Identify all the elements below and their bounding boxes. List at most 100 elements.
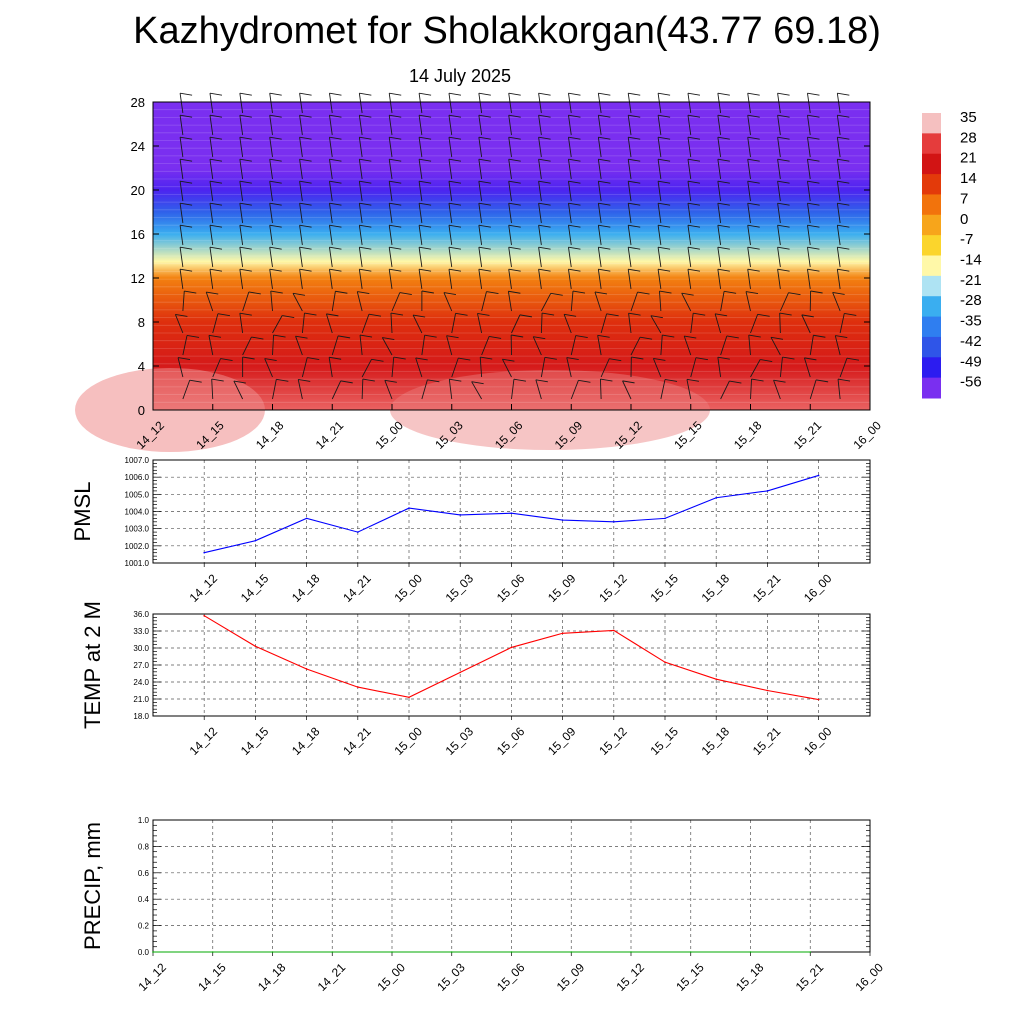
x-tick-label: 16_00 xyxy=(801,724,835,758)
wind-barb xyxy=(563,314,572,334)
wind-barb xyxy=(627,225,632,246)
wind-barb-flag xyxy=(175,314,188,317)
x-tick-label: 15_12 xyxy=(596,571,630,605)
wind-barb-flag xyxy=(299,92,312,96)
y-tick-label: 1006.0 xyxy=(125,473,150,482)
wind-barb xyxy=(358,181,363,202)
wind-barb-flag xyxy=(180,180,193,184)
wind-barb xyxy=(628,313,632,334)
wind-barb xyxy=(777,159,781,180)
wind-barb-flag xyxy=(478,136,491,140)
wind-barb xyxy=(622,380,632,400)
wind-barb-flag xyxy=(269,202,282,206)
wind-barb xyxy=(358,203,363,224)
wind-barb xyxy=(179,159,184,180)
wind-barb xyxy=(594,291,602,312)
wind-barb xyxy=(179,181,184,202)
wind-barb-flag xyxy=(598,158,611,162)
wind-barb xyxy=(205,291,214,312)
wind-barb xyxy=(690,357,697,378)
precip-data-point xyxy=(391,951,393,953)
wind-barb-flag xyxy=(687,224,701,228)
wind-barb xyxy=(836,93,841,114)
wind-barb-flag xyxy=(239,246,252,250)
wind-barb xyxy=(329,269,333,290)
wind-barb xyxy=(807,181,811,202)
wind-barb-flag xyxy=(807,158,820,162)
wind-barb xyxy=(566,357,572,378)
y-tick-label: 27.0 xyxy=(133,661,149,670)
wind-barb-flag xyxy=(597,334,610,338)
x-tick-label: 15_09 xyxy=(554,960,588,994)
wind-barb-flag xyxy=(419,224,432,228)
wind-barb-flag xyxy=(359,180,372,184)
wind-barb-flag xyxy=(598,246,611,250)
wind-barb xyxy=(687,181,692,202)
wind-barb-flag xyxy=(658,180,671,184)
wind-barb xyxy=(839,313,845,334)
wind-barb-flag xyxy=(508,158,521,162)
wind-barb-flag xyxy=(687,268,701,272)
wind-barb xyxy=(779,312,781,334)
wind-barb xyxy=(356,291,363,312)
wind-barb xyxy=(477,313,483,334)
wind-barb-flag xyxy=(717,246,730,250)
wind-barb-flag xyxy=(299,136,312,140)
color-bar-segment xyxy=(922,316,941,338)
wind-barb xyxy=(652,358,662,378)
color-bar-segment xyxy=(922,133,941,155)
wind-barb xyxy=(747,269,751,290)
wind-barb-flag xyxy=(389,224,402,228)
wind-barb xyxy=(481,291,487,312)
wind-barb xyxy=(627,181,632,202)
wind-barb xyxy=(208,335,214,356)
wind-barb-flag xyxy=(389,246,402,250)
wind-barb xyxy=(627,93,632,114)
wind-barb-flag xyxy=(807,224,820,228)
wind-barb xyxy=(627,159,632,180)
x-tick-label: 14_15 xyxy=(238,571,272,605)
x-tick-label: 15_00 xyxy=(391,724,425,758)
wind-barb-flag xyxy=(177,357,191,361)
wind-barb-flag xyxy=(622,380,635,384)
wind-barb xyxy=(179,93,184,114)
wind-barb-flag xyxy=(538,92,551,96)
wind-barb-flag xyxy=(209,158,223,162)
wind-barb xyxy=(538,247,542,268)
wind-barb xyxy=(597,335,602,356)
wind-barb xyxy=(361,314,370,334)
wind-barb-flag xyxy=(745,291,759,294)
y-tick-label: 28 xyxy=(131,95,145,110)
wind-barb-flag xyxy=(747,180,760,184)
wind-barb xyxy=(687,203,692,224)
wind-barb-flag xyxy=(687,92,701,96)
wind-barb-flag xyxy=(419,268,432,272)
wind-barb xyxy=(448,181,453,202)
wind-barb xyxy=(597,93,602,114)
wind-barb xyxy=(538,115,542,136)
wind-barb-flag xyxy=(568,224,581,228)
wind-barb-flag xyxy=(299,224,312,228)
wind-barb-flag xyxy=(359,92,372,96)
wind-barb xyxy=(807,247,811,268)
wind-barb-flag xyxy=(239,312,252,316)
y-tick-label: 1004.0 xyxy=(125,508,150,517)
y-axis-label: PRECIP, mm xyxy=(80,822,105,950)
x-tick-label: 14_12 xyxy=(187,571,221,605)
wind-barb xyxy=(747,181,751,202)
precip-data-point xyxy=(211,951,214,953)
wind-barb-flag xyxy=(578,379,591,383)
wind-barb-flag xyxy=(206,291,219,295)
wind-barb xyxy=(388,225,393,246)
wind-barb xyxy=(269,247,273,268)
wind-barb-flag xyxy=(777,180,790,184)
wind-barb xyxy=(388,269,393,290)
wind-barb-flag xyxy=(389,114,402,118)
x-tick-label: 15_12 xyxy=(613,960,647,994)
wind-barb-flag xyxy=(837,136,850,140)
wind-barb xyxy=(478,159,483,180)
wind-barb-flag xyxy=(389,92,402,96)
y-tick-label: 0.6 xyxy=(138,869,150,878)
wind-barb xyxy=(358,225,363,246)
wind-barb xyxy=(331,291,336,312)
